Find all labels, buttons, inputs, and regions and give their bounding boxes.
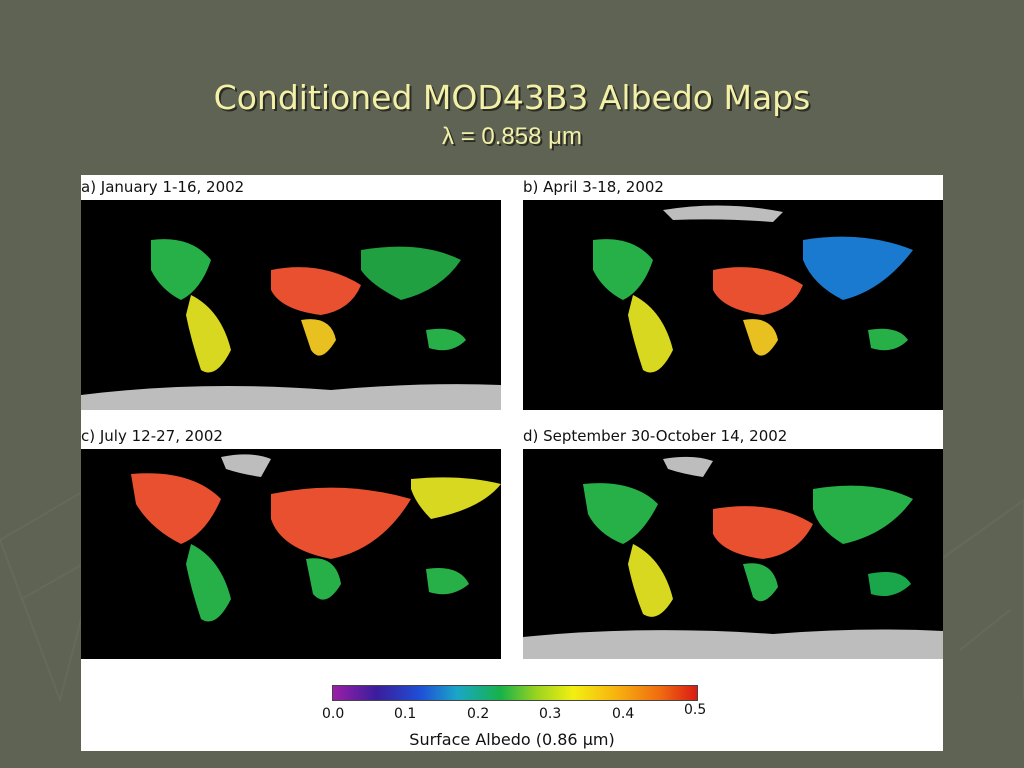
map-panel-b — [523, 200, 943, 410]
panel-a-label: a) January 1-16, 2002 — [81, 178, 245, 196]
colorbar-label: Surface Albedo (0.86 µm) — [409, 730, 615, 749]
map-panel-d — [523, 449, 943, 659]
colorbar — [332, 685, 698, 701]
panel-c-label: c) July 12-27, 2002 — [81, 427, 223, 445]
colorbar-tick: 0.5 — [684, 702, 707, 718]
map-panel-a — [81, 200, 501, 410]
albedo-figure: a) January 1-16, 2002 b) April 3-18, 200… — [81, 175, 943, 751]
panel-d-label: d) September 30-October 14, 2002 — [523, 427, 788, 445]
colorbar-tick: 0.4 — [612, 706, 635, 722]
colorbar-tick: 0.3 — [539, 706, 562, 722]
colorbar-tick: 0.2 — [467, 706, 490, 722]
colorbar-tick: 0.1 — [394, 706, 417, 722]
slide-title: Conditioned MOD43B3 Albedo Maps — [213, 78, 811, 117]
panel-b-label: b) April 3-18, 2002 — [523, 178, 664, 196]
slide-subtitle: λ = 0.858 μm — [442, 123, 582, 150]
map-panel-c — [81, 449, 501, 659]
colorbar-tick: 0.0 — [322, 706, 345, 722]
